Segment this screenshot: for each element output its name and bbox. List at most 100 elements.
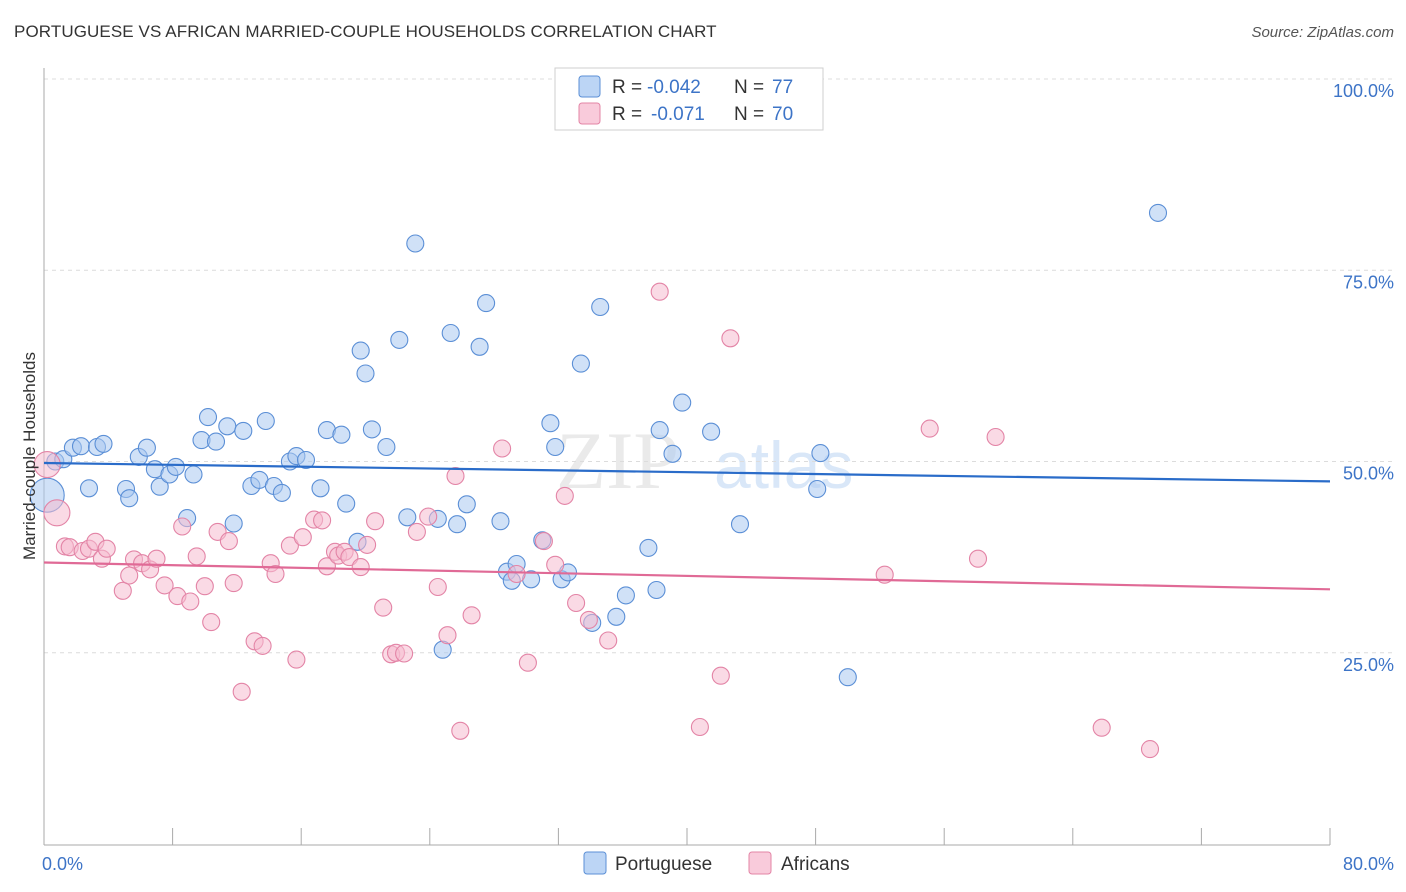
bottom-legend-label-africans: Africans [781,854,850,875]
point-africans [202,613,221,632]
point-portuguese [150,477,169,496]
point-africans [366,512,385,531]
point-africans [97,539,116,558]
point-africans [721,329,740,348]
point-africans [293,528,312,547]
point-africans [599,631,618,650]
correlation-legend: R = -0.042 N = 77 R = -0.071 N = 70 [554,67,824,131]
point-portuguese [730,515,750,534]
point-africans [219,532,238,551]
point-africans [374,598,393,617]
trend-line-portuguese [43,461,1331,483]
point-africans [711,666,730,685]
point-portuguese [702,422,721,441]
point-portuguese [356,364,375,383]
point-africans [395,644,414,663]
point-portuguese [272,483,291,502]
point-africans [986,427,1005,447]
point-portuguese [377,437,396,457]
y-tick-label-50: 50.0% [1343,464,1394,484]
source-credit: Source: ZipAtlas.com [1251,24,1394,41]
legend-swatch-africans [578,102,601,125]
point-africans [181,592,200,611]
point-africans [187,547,206,566]
y-axis-label: Married-couple Households [20,352,39,560]
y-tick-label-25: 25.0% [1343,655,1394,675]
point-portuguese [448,515,467,534]
point-portuguese [218,417,237,436]
point-africans [438,626,457,645]
point-portuguese [616,586,635,605]
point-portuguese [571,354,590,373]
legend-r-value-africans: -0.071 [651,104,705,125]
point-africans [358,535,377,554]
point-portuguese [351,341,370,360]
point-portuguese [811,444,830,463]
point-africans [351,558,370,577]
bottom-legend-swatch-africans [748,851,772,875]
y-tick-label-100: 100.0% [1333,81,1394,101]
point-africans [579,610,598,629]
point-portuguese [1148,203,1168,222]
point-africans [317,557,336,576]
point-africans [493,439,512,458]
point-africans [920,419,939,438]
bottom-legend-swatch-portuguese [583,851,607,875]
point-africans [253,636,272,655]
x-tick-label-min: 0.0% [42,854,83,874]
point-africans [446,466,465,486]
point-africans [147,549,166,568]
point-portuguese [591,297,610,317]
point-portuguese [137,438,156,457]
point-portuguese [607,607,626,626]
watermark-atlas: atlas [714,428,853,502]
point-africans [287,650,306,669]
chart-title: PORTUGUESE VS AFRICAN MARRIED-COUPLE HOU… [14,22,717,41]
legend-n-value-portuguese: 77 [772,77,793,98]
point-portuguese [457,495,476,514]
point-portuguese [79,479,99,498]
point-africans [518,653,537,672]
point-portuguese [120,489,139,508]
axes [43,68,1331,846]
point-portuguese [234,421,253,440]
bottom-legend-label-portuguese: Portuguese [615,854,712,875]
point-africans [428,577,447,597]
point-africans [968,549,988,568]
point-africans [407,522,426,541]
legend-n-label-portuguese: N = [734,77,764,98]
point-africans [113,581,132,600]
point-africans [419,507,438,526]
point-portuguese [663,444,682,463]
point-portuguese [838,668,857,687]
point-portuguese [808,479,827,499]
point-africans [232,682,251,701]
point-portuguese [337,494,356,513]
point-africans [224,574,243,593]
point-africans [195,577,214,596]
point-portuguese [673,393,692,412]
point-portuguese [166,457,185,476]
y-tick-labels: 100.0% 75.0% 50.0% 25.0% [1333,81,1394,675]
legend-r-label-portuguese: R = [612,77,642,98]
point-portuguese [94,434,113,453]
legend-r-label-africans: R = [612,104,642,125]
point-portuguese [470,337,489,356]
point-africans [507,564,526,584]
legend-swatch-portuguese [578,75,601,98]
point-portuguese [256,411,275,431]
point-africans [451,721,470,740]
point-portuguese [406,234,425,253]
point-africans [1092,718,1111,737]
point-africans [1140,740,1160,759]
point-africans [340,548,359,567]
point-portuguese [650,421,669,440]
trend-lines [43,461,1331,591]
point-portuguese [206,432,226,451]
point-portuguese [296,450,316,470]
point-africans [462,606,481,625]
point-portuguese [332,425,351,444]
point-portuguese [398,508,417,527]
point-africans [690,717,709,737]
